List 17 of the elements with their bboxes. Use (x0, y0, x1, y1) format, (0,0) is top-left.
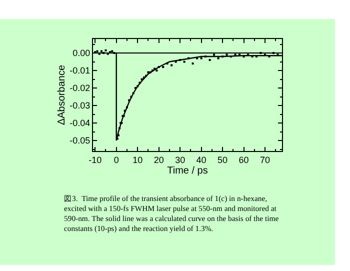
x-tick-label: 30 (175, 154, 186, 165)
x-tick-label: -10 (88, 154, 102, 165)
x-tick-label: 20 (154, 154, 164, 165)
x-tick-label: 10 (132, 154, 143, 165)
y-tick-label: -0.05 (70, 136, 90, 146)
x-tick-label: 40 (196, 154, 206, 165)
y-tick-label: -0.03 (70, 100, 90, 111)
y-axis-title: ΔAbsorbance (56, 64, 68, 126)
x-axis-title: Time / ps (167, 165, 208, 176)
y-tick-label: -0.02 (70, 83, 90, 94)
y-tick-label: 0.00 (72, 48, 90, 58)
y-tick-label: -0.01 (70, 66, 90, 76)
x-tick-label: 0 (114, 154, 119, 165)
x-tick-label: 70 (260, 154, 270, 165)
y-tick-label: -0.04 (70, 118, 90, 128)
x-tick-label: 60 (238, 154, 249, 165)
x-tick-label: 50 (218, 154, 228, 165)
